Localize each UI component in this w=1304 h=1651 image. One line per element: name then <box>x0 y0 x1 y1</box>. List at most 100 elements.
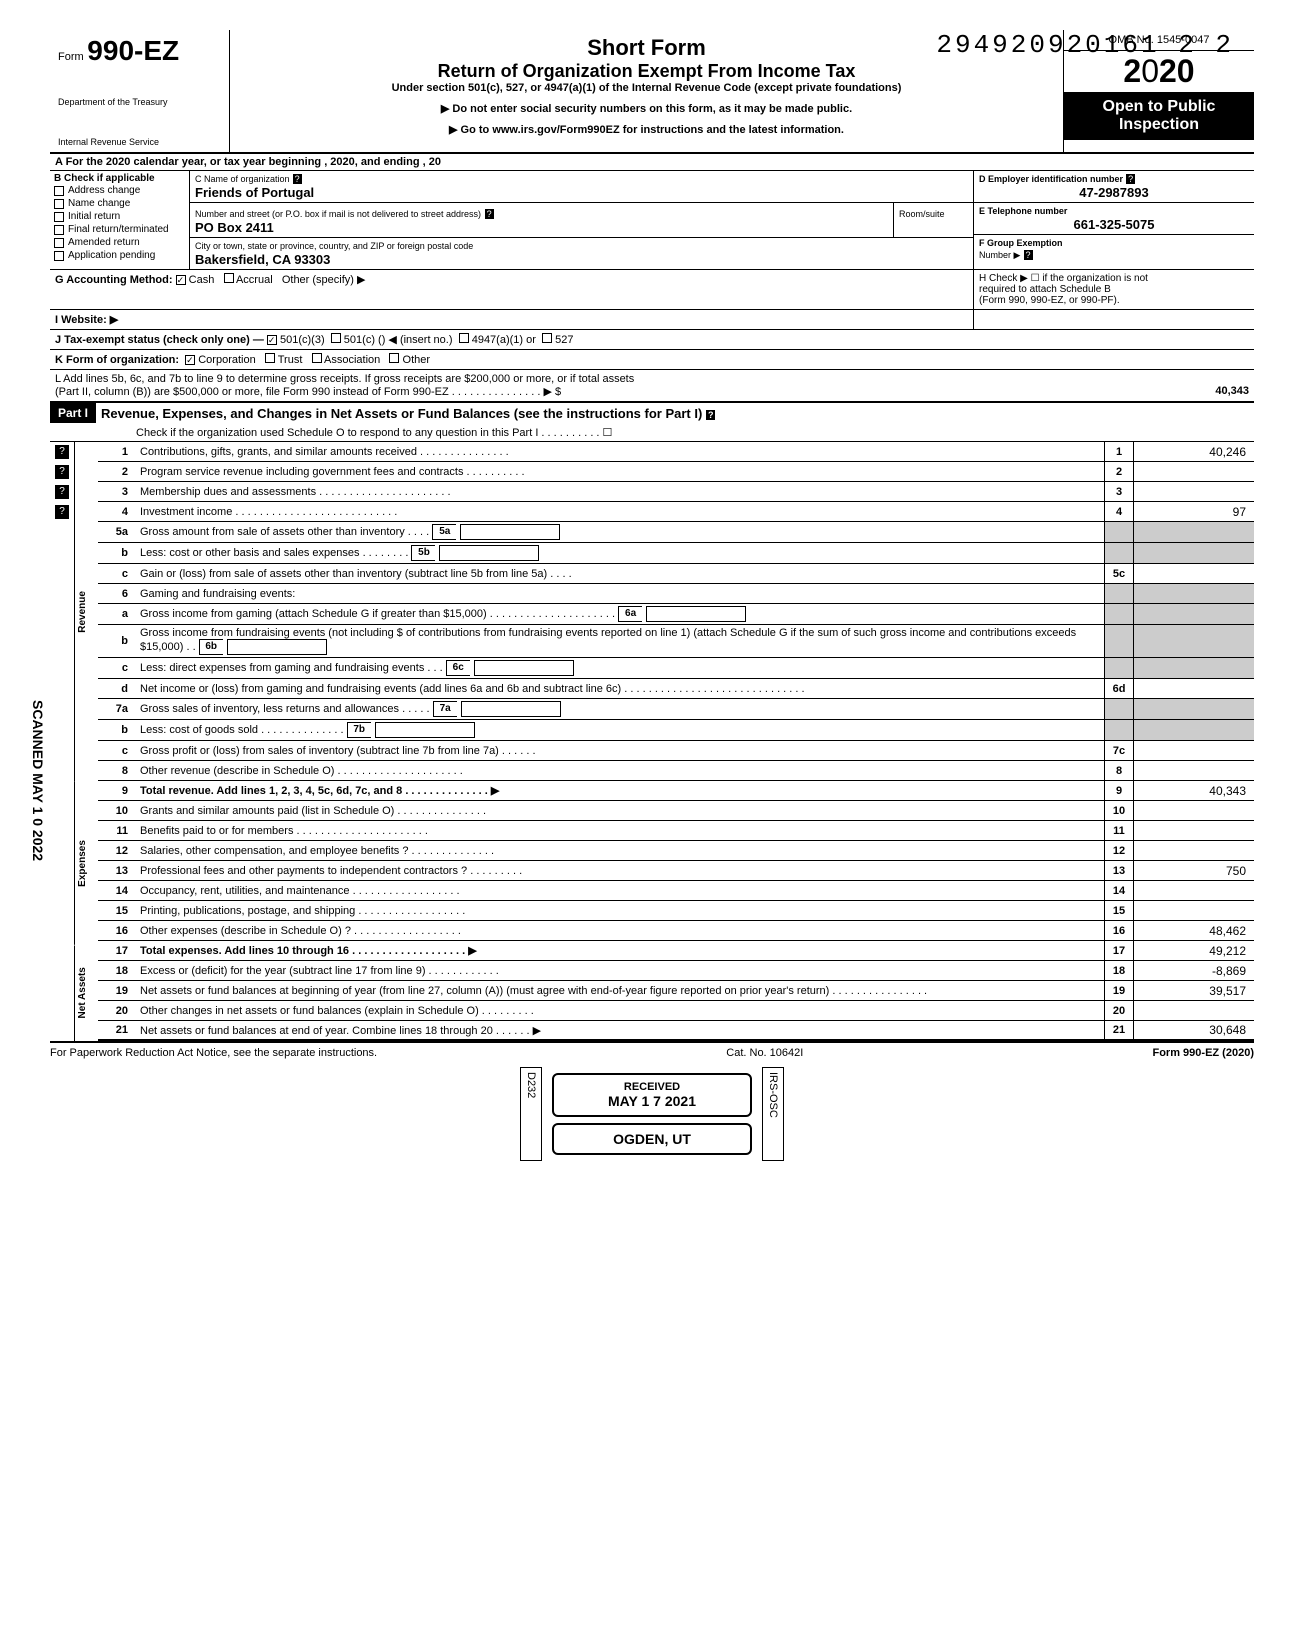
help-icon-2[interactable]: ? <box>485 209 494 219</box>
help-l2[interactable]: ? <box>55 465 69 479</box>
part-1-title: Revenue, Expenses, and Changes in Net As… <box>96 403 1254 424</box>
line-num: d <box>98 683 136 695</box>
help-icon-p1[interactable]: ? <box>706 410 716 420</box>
line-num: 5a <box>98 526 136 538</box>
line-num: c <box>98 745 136 757</box>
j-o2b: ) ◀ (insert no.) <box>382 334 453 346</box>
line-num: 11 <box>98 825 136 837</box>
f-label2: Number ▶ <box>979 250 1020 260</box>
help-l3[interactable]: ? <box>55 485 69 499</box>
line-box-num: 10 <box>1104 801 1134 820</box>
line-desc: Less: direct expenses from gaming and fu… <box>136 658 1104 678</box>
line-10: 10Grants and similar amounts paid (list … <box>98 801 1254 821</box>
help-l1[interactable]: ? <box>55 445 69 459</box>
k-o4: Other <box>403 354 431 366</box>
line-box-num: 6d <box>1104 679 1134 698</box>
lines-grid: ? ? ? ? Revenue Expenses Net Assets 1Con… <box>50 442 1254 1041</box>
c-label: C Name of organization <box>195 174 290 184</box>
line-desc: Occupancy, rent, utilities, and maintena… <box>136 883 1104 899</box>
line-num: b <box>98 724 136 736</box>
cb-trust[interactable] <box>265 353 275 363</box>
line-value <box>1134 462 1254 481</box>
j-o2: 501(c) ( <box>344 334 382 346</box>
line-desc: Professional fees and other payments to … <box>136 863 1104 879</box>
line-18: 18Excess or (deficit) for the year (subt… <box>98 961 1254 981</box>
line-desc: Salaries, other compensation, and employ… <box>136 843 1104 859</box>
line-box-num: 21 <box>1104 1021 1134 1039</box>
line-desc: Net assets or fund balances at end of ye… <box>136 1022 1104 1039</box>
l-val: 40,343 <box>1215 385 1249 397</box>
line-19: 19Net assets or fund balances at beginni… <box>98 981 1254 1001</box>
cb-4947[interactable] <box>459 333 469 343</box>
line-desc: Net income or (loss) from gaming and fun… <box>136 681 1104 697</box>
opt-pending: Application pending <box>68 250 155 261</box>
stamp-irs-osc: IRS-OSC <box>762 1067 784 1161</box>
g-accrual: Accrual <box>236 274 273 286</box>
line-box-num: 1 <box>1104 442 1134 461</box>
line-desc: Less: cost or other basis and sales expe… <box>136 543 1104 563</box>
line-num: 16 <box>98 925 136 937</box>
row-a-calendar-year: A For the 2020 calendar year, or tax yea… <box>50 154 1254 171</box>
line-desc: Less: cost of goods sold . . . . . . . .… <box>136 720 1104 740</box>
return-title: Return of Organization Exempt From Incom… <box>240 61 1053 82</box>
cb-assoc[interactable] <box>312 353 322 363</box>
line-value <box>1134 841 1254 860</box>
line-num: 1 <box>98 446 136 458</box>
part-1-check: Check if the organization used Schedule … <box>96 424 1254 441</box>
open-public-2: Inspection <box>1068 116 1250 134</box>
cb-amended[interactable] <box>54 238 64 248</box>
cb-corp[interactable] <box>185 355 195 365</box>
line-desc: Other revenue (describe in Schedule O) .… <box>136 763 1104 779</box>
line-17: 17Total expenses. Add lines 10 through 1… <box>98 941 1254 961</box>
cb-other-org[interactable] <box>389 353 399 363</box>
dln-number: 294920920161 2 2 <box>936 30 1234 60</box>
line-box-num: 5c <box>1104 564 1134 583</box>
stamp-d232: D232 <box>520 1067 542 1161</box>
line-desc: Excess or (deficit) for the year (subtra… <box>136 963 1104 979</box>
g-cash: Cash <box>189 274 215 286</box>
line-desc: Gain or (loss) from sale of assets other… <box>136 566 1104 582</box>
opt-address: Address change <box>68 185 140 196</box>
cb-final[interactable] <box>54 225 64 235</box>
ssn-warning: ▶ Do not enter social security numbers o… <box>240 102 1053 115</box>
help-icon-4[interactable]: ? <box>1024 250 1033 260</box>
line-num: 4 <box>98 506 136 518</box>
line-value <box>1134 1001 1254 1020</box>
cb-501c[interactable] <box>331 333 341 343</box>
line-b: bLess: cost of goods sold . . . . . . . … <box>98 720 1254 741</box>
line-value: 30,648 <box>1134 1021 1254 1039</box>
line-num: 10 <box>98 805 136 817</box>
form-number: 990-EZ <box>87 35 179 66</box>
cb-527[interactable] <box>542 333 552 343</box>
line-desc: Contributions, gifts, grants, and simila… <box>136 444 1104 460</box>
cb-accrual[interactable] <box>224 273 234 283</box>
l-text2: (Part II, column (B)) are $500,000 or mo… <box>55 386 561 398</box>
line-a: aGross income from gaming (attach Schedu… <box>98 604 1254 625</box>
cb-name-change[interactable] <box>54 199 64 209</box>
help-icon[interactable]: ? <box>293 174 302 184</box>
j-o3: 4947(a)(1) or <box>472 334 536 346</box>
opt-initial: Initial return <box>68 211 120 222</box>
line-box-num: 9 <box>1104 781 1134 800</box>
help-l4[interactable]: ? <box>55 505 69 519</box>
line-value <box>1134 679 1254 698</box>
line-8: 8Other revenue (describe in Schedule O) … <box>98 761 1254 781</box>
line-desc: Total revenue. Add lines 1, 2, 3, 4, 5c,… <box>136 782 1104 799</box>
line-value: 40,246 <box>1134 442 1254 461</box>
line-1: 1Contributions, gifts, grants, and simil… <box>98 442 1254 462</box>
cb-pending[interactable] <box>54 251 64 261</box>
line-value <box>1134 564 1254 583</box>
line-num: 21 <box>98 1024 136 1036</box>
cb-501c3[interactable] <box>267 335 277 345</box>
part-1-header: Part I Revenue, Expenses, and Changes in… <box>50 403 1254 442</box>
cb-initial[interactable] <box>54 212 64 222</box>
footer-left: For Paperwork Reduction Act Notice, see … <box>50 1047 377 1059</box>
open-public-1: Open to Public <box>1068 98 1250 116</box>
b-heading: B Check if applicable <box>54 173 185 184</box>
line-value: 750 <box>1134 861 1254 880</box>
cb-cash[interactable] <box>176 275 186 285</box>
line-num: 15 <box>98 905 136 917</box>
g-other: Other (specify) ▶ <box>282 274 366 286</box>
help-icon-3[interactable]: ? <box>1126 174 1135 184</box>
cb-address-change[interactable] <box>54 186 64 196</box>
